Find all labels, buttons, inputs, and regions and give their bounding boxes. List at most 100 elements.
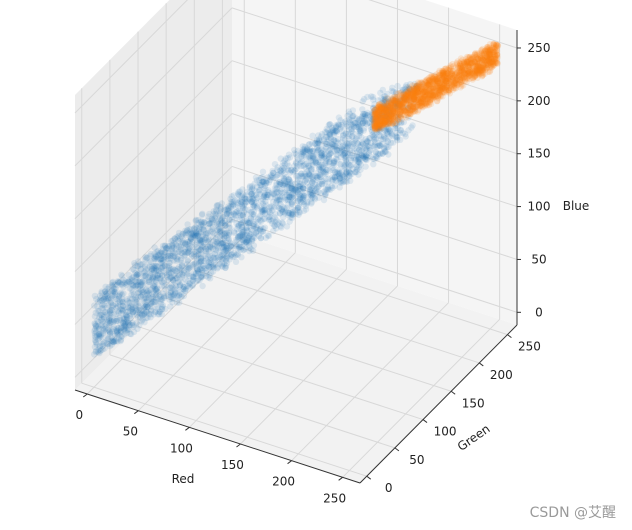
scatter-point [288,211,295,218]
scatter-point [318,161,325,169]
x-tick-mark [82,393,88,398]
scatter-point [194,266,201,274]
scatter-point [304,198,311,206]
scatter-point [147,258,155,265]
scatter-point [277,180,284,187]
scatter-point [261,182,269,189]
scatter-point [369,125,377,132]
scatter-point [384,131,391,138]
scatter-point [295,203,303,210]
scatter-point [188,252,196,259]
scatter-point [158,278,165,285]
scatter-point [458,78,465,86]
y-axis-label: Green [455,422,493,454]
scatter-point [140,277,147,284]
scatter-point [349,165,356,172]
scatter-point [143,298,150,305]
scatter-point [336,146,343,153]
scatter-point [254,225,261,232]
scatter-point [370,133,377,140]
scatter-point [138,281,146,288]
scatter-point [300,149,307,156]
scatter-point [123,329,131,337]
scatter-point [165,263,173,270]
scatter-point [106,314,113,321]
scatter-point [346,110,353,118]
scatter-point [368,93,375,100]
scatter-point [315,182,323,190]
scatter-point [289,186,296,193]
scatter-point [246,219,253,226]
scatter-point [372,135,379,142]
scatter-point [176,283,183,290]
scatter-point [265,232,273,240]
scatter-point [168,274,176,282]
scatter-point [131,262,139,269]
scatter-point [197,255,205,262]
scatter-point [445,77,452,84]
scatter-point [245,237,252,244]
scatter-point [171,235,178,242]
scatter-point [193,225,201,232]
scatter-point [138,311,146,318]
scatter-point [276,197,283,204]
scatter-point [101,345,108,352]
scatter-point [92,348,99,356]
scatter-point [341,150,349,157]
scatter-point [336,173,344,180]
scatter-point [190,273,197,281]
scatter-point [144,287,151,295]
scatter-point [187,234,194,241]
scatter-point [301,192,308,200]
scatter-point [150,268,158,275]
scatter-point [355,128,362,135]
scatter-point [188,235,195,242]
scatter-point [178,249,185,256]
scatter-point [170,257,177,264]
scatter-point [129,295,136,302]
grid-line [231,113,518,208]
scatter-point [233,251,240,258]
scatter-point [256,179,263,187]
scatter-point [248,236,256,243]
scatter-point [369,116,376,123]
scatter-point [151,254,158,261]
scatter-point [202,255,209,262]
scatter-point [125,272,133,279]
scatter-point [333,123,340,130]
scatter-point [115,335,123,342]
scatter-point [299,192,306,199]
scatter-point [218,227,225,235]
scatter-point [389,139,397,146]
scatter-point [197,251,205,258]
scatter-point [305,194,312,201]
scatter-point [257,228,265,236]
scatter-point [360,150,368,157]
scatter-point [301,170,308,177]
grid-line [222,241,508,336]
scatter-point [94,323,102,330]
scatter-point [313,190,320,197]
scatter-point [340,178,347,185]
scatter-point [102,288,109,295]
scatter-point [264,191,271,199]
scatter-point [278,168,285,176]
scatter-point [306,171,313,178]
scatter-point [171,239,178,247]
scatter-point [411,106,419,113]
scatter-point [115,325,122,332]
scatter-point [130,328,138,335]
scatter-point [389,132,396,139]
scatter-point [246,218,253,225]
scatter-point [386,133,393,140]
scatter-point [219,245,227,252]
scatter-point [378,113,385,120]
scatter-point [239,211,246,219]
x-tick-label: 0 [75,408,83,422]
grid-line [231,165,518,260]
scatter-point [356,146,363,154]
scatter-point [353,146,360,153]
scatter-point [206,263,213,270]
scatter-point [286,218,293,225]
scatter-point [117,328,125,335]
